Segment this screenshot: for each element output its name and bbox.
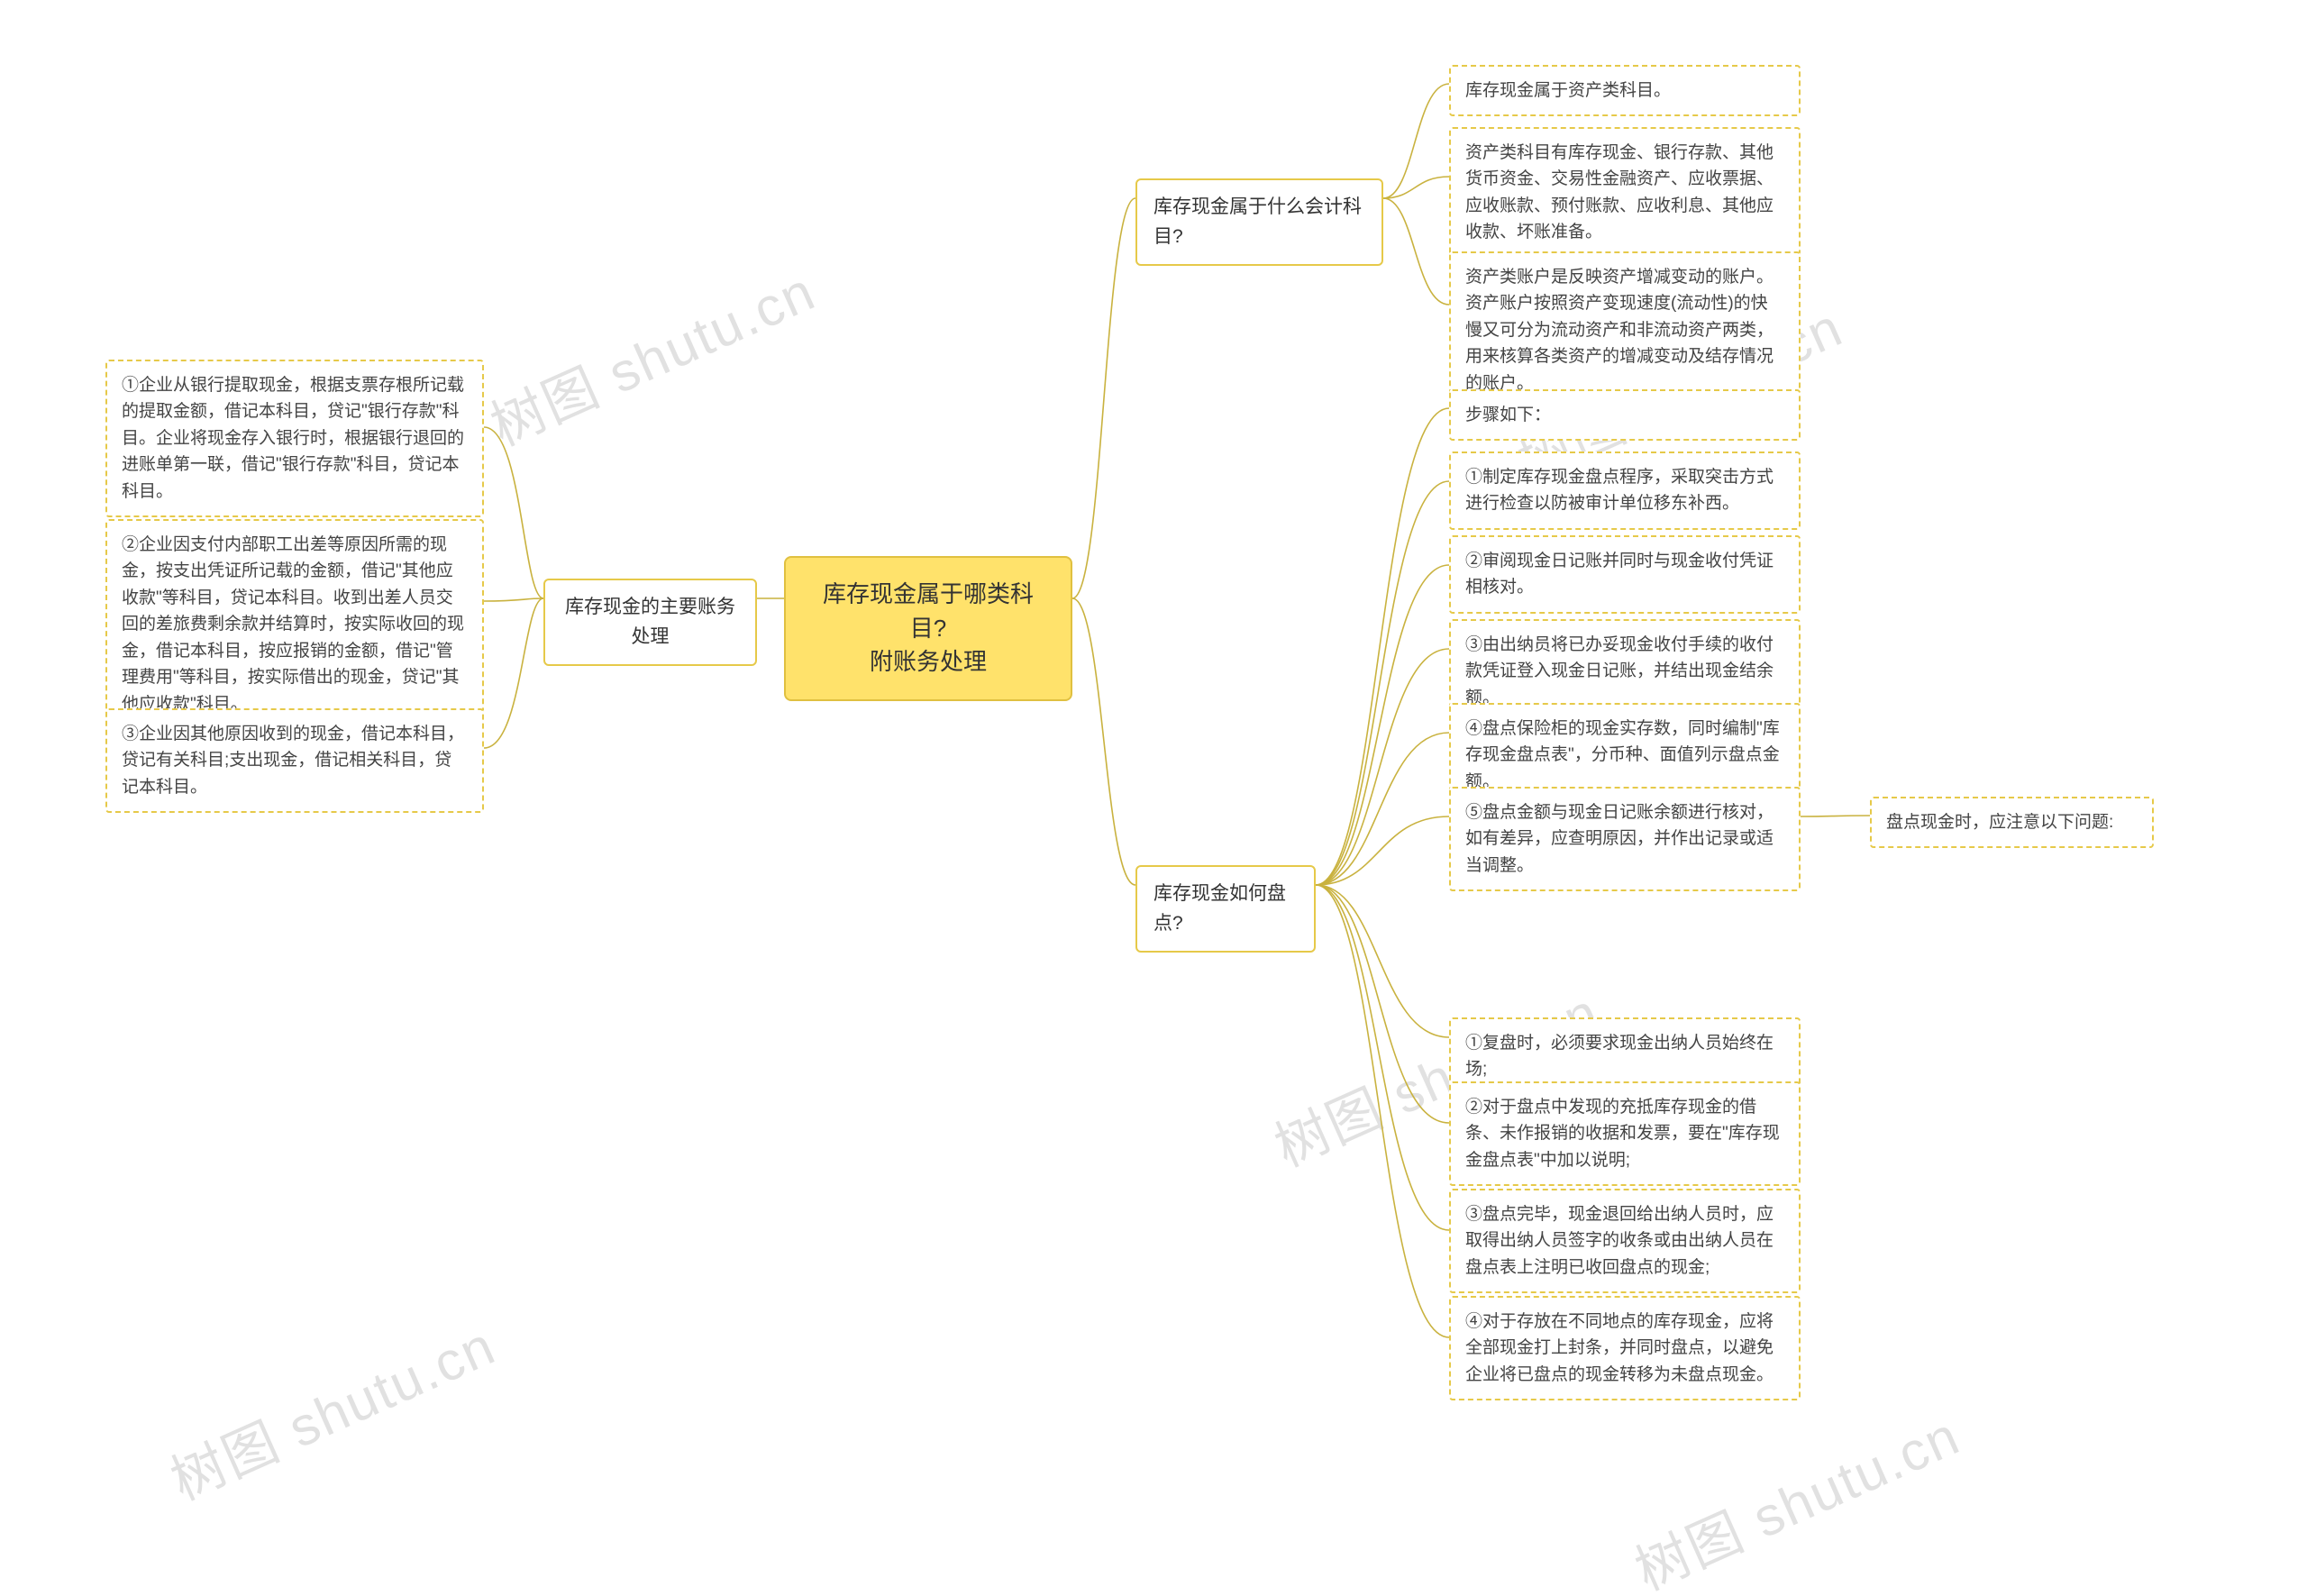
right-sub1-leaf-2[interactable]: 资产类账户是反映资产增减变动的账户。资产账户按照资产变现速度(流动性)的快慢又可…	[1449, 251, 1801, 409]
root-line1: 库存现金属于哪类科目?	[807, 578, 1049, 645]
left-leaf-0[interactable]: ①企业从银行提取现金，根据支票存根所记载的提取金额，借记本科目，贷记"银行存款"…	[105, 360, 484, 517]
watermark: 树图 shutu.cn	[1621, 1392, 1971, 1596]
right-sub1-leaf-0[interactable]: 库存现金属于资产类科目。	[1449, 65, 1801, 116]
right-sub2-leaf-1[interactable]: ①制定库存现金盘点程序，采取突击方式进行检查以防被审计单位移东补西。	[1449, 451, 1801, 530]
right-sub2-leaf-0[interactable]: 步骤如下：	[1449, 389, 1801, 441]
root-node[interactable]: 库存现金属于哪类科目? 附账务处理	[784, 556, 1072, 701]
right-sub2-leaf-9[interactable]: ④对于存放在不同地点的库存现金，应将全部现金打上封条，并同时盘点，以避免企业将已…	[1449, 1296, 1801, 1400]
right-sub2-leaf-8[interactable]: ③盘点完毕，现金退回给出纳人员时，应取得出纳人员签字的收条或由出纳人员在盘点表上…	[1449, 1189, 1801, 1293]
left-sub-node[interactable]: 库存现金的主要账务处理	[543, 579, 757, 666]
side-note[interactable]: 盘点现金时，应注意以下问题:	[1870, 797, 2154, 848]
right-sub2-leaf-5[interactable]: ⑤盘点金额与现金日记账余额进行核对，如有差异，应查明原因，并作出记录或适当调整。	[1449, 787, 1801, 891]
left-leaf-2[interactable]: ③企业因其他原因收到的现金，借记本科目，贷记有关科目;支出现金，借记相关科目，贷…	[105, 708, 484, 813]
right-sub2-leaf-2[interactable]: ②审阅现金日记账并同时与现金收付凭证相核对。	[1449, 535, 1801, 614]
right-sub2-node[interactable]: 库存现金如何盘点?	[1135, 865, 1316, 953]
watermark: 树图 shutu.cn	[477, 248, 826, 461]
mindmap-canvas: 树图 shutu.cn 树图 shutu.cn 树图 shutu.cn 树图 s…	[0, 0, 2307, 1596]
left-leaf-1[interactable]: ②企业因支付内部职工出差等原因所需的现金，按支出凭证所记载的金额，借记"其他应收…	[105, 519, 484, 730]
watermark: 树图 shutu.cn	[157, 1302, 506, 1515]
right-sub1-node[interactable]: 库存现金属于什么会计科目?	[1135, 178, 1383, 266]
root-line2: 附账务处理	[807, 645, 1049, 679]
right-sub1-leaf-1[interactable]: 资产类科目有库存现金、银行存款、其他货币资金、交易性金融资产、应收票据、应收账款…	[1449, 127, 1801, 259]
right-sub2-leaf-7[interactable]: ②对于盘点中发现的充抵库存现金的借条、未作报销的收据和发票，要在"库存现金盘点表…	[1449, 1081, 1801, 1186]
